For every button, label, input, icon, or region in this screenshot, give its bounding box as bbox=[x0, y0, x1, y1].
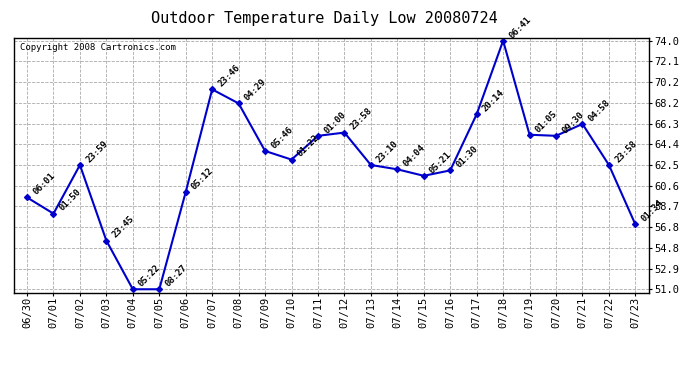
Text: 23:59: 23:59 bbox=[84, 139, 110, 164]
Text: 23:58: 23:58 bbox=[348, 106, 374, 132]
Text: 20:14: 20:14 bbox=[481, 88, 506, 114]
Text: 05:22: 05:22 bbox=[137, 263, 162, 288]
Text: 04:58: 04:58 bbox=[586, 98, 612, 123]
Text: 23:45: 23:45 bbox=[110, 214, 136, 240]
Text: 05:21: 05:21 bbox=[428, 150, 453, 175]
Text: 23:46: 23:46 bbox=[217, 63, 241, 88]
Text: 01:34: 01:34 bbox=[640, 198, 665, 223]
Text: 09:30: 09:30 bbox=[560, 110, 586, 135]
Text: 05:12: 05:12 bbox=[190, 166, 215, 191]
Text: 01:22: 01:22 bbox=[296, 134, 321, 159]
Text: 23:58: 23:58 bbox=[613, 139, 638, 164]
Text: Outdoor Temperature Daily Low 20080724: Outdoor Temperature Daily Low 20080724 bbox=[151, 11, 497, 26]
Text: 01:30: 01:30 bbox=[455, 144, 480, 170]
Text: 05:46: 05:46 bbox=[269, 125, 295, 150]
Text: 06:41: 06:41 bbox=[507, 15, 533, 40]
Text: 06:01: 06:01 bbox=[31, 171, 57, 196]
Text: 01:05: 01:05 bbox=[534, 109, 559, 134]
Text: 23:10: 23:10 bbox=[375, 139, 400, 164]
Text: 01:00: 01:00 bbox=[322, 110, 348, 135]
Text: Copyright 2008 Cartronics.com: Copyright 2008 Cartronics.com bbox=[20, 43, 176, 52]
Text: 04:04: 04:04 bbox=[402, 143, 427, 168]
Text: 01:50: 01:50 bbox=[58, 188, 83, 213]
Text: 04:29: 04:29 bbox=[243, 77, 268, 103]
Text: 08:27: 08:27 bbox=[164, 263, 189, 288]
